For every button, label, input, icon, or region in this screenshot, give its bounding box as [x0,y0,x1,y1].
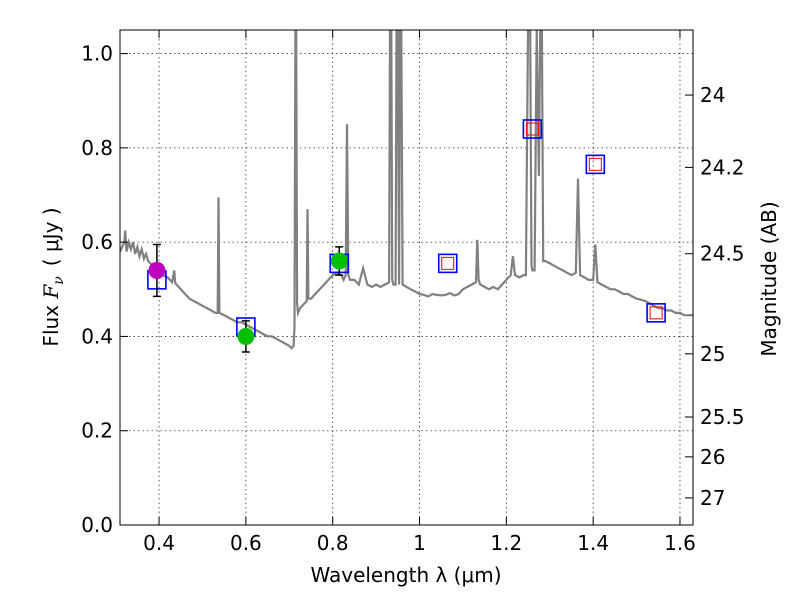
x-tick-label: 1.6 [664,531,696,555]
magnitude-tick-label: 24 [700,83,725,107]
y-tick-label: 0.4 [81,324,113,348]
observed-data-point [148,261,166,279]
model-photometry-square [437,253,458,274]
plot-area [120,30,693,353]
x-axis-ticks: 0.4 0.6 0.8 1 1.2 1.4 1.6 [143,30,696,555]
model-photometry-square [585,154,606,175]
model-spectrum-line [120,30,693,350]
y-axis-ticks: 0.0 0.2 0.4 0.6 0.8 1.0 [81,42,128,537]
x-tick-label: 0.8 [317,531,349,555]
x-tick-label: 1.2 [490,531,522,555]
grid-lines [120,30,693,526]
y-tick-label: 0.2 [81,419,113,443]
magnitude-tick-label: 24.5 [700,242,745,266]
upper-limit-square [441,256,455,270]
y-tick-label: 0.6 [81,230,113,254]
y-tick-label: 0.8 [81,136,113,160]
magnitude-tick-label: 27 [700,486,725,510]
y-tick-label: 0.0 [81,513,113,537]
plot-frame [119,29,694,526]
magnitude-axis-ticks: 24 24.2 24.5 25 25.5 26 27 [685,83,745,510]
magnitude-tick-label: 24.2 [700,155,745,179]
observed-data-point [330,252,348,270]
model-photometry-square [522,119,543,139]
x-tick-label: 0.4 [143,531,175,555]
upper-limit-square [525,122,539,136]
upper-limit-square [588,157,602,171]
observed-data-point [237,327,255,345]
x-tick-label: 1.4 [577,531,609,555]
magnitude-tick-label: 26 [700,445,725,469]
x-axis-label: Wavelength λ (μm) [310,563,501,587]
upper-limit-square [649,306,663,320]
magnitude-tick-label: 25 [700,342,725,366]
magnitude-tick-label: 25.5 [700,405,745,429]
x-tick-label: 1 [413,531,426,555]
x-tick-label: 0.6 [230,531,262,555]
y-tick-label: 1.0 [81,42,113,66]
magnitude-axis-label: Magnitude (AB) [757,201,781,356]
markers-layer [147,119,666,353]
y-axis-label: Flux Fν( μJy ) [39,207,67,346]
model-photometry-square [646,303,666,323]
